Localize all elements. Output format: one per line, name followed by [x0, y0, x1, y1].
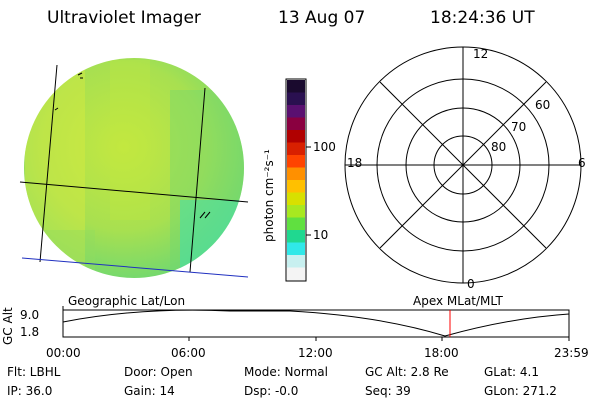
- colorbar-segment: [287, 92, 305, 106]
- status-glon: GLon: 271.2: [484, 384, 557, 398]
- mlt-label-0: 0: [467, 277, 475, 291]
- colorbar-segment: [287, 205, 305, 218]
- colorbar-segment: [287, 180, 305, 193]
- timeline-x-tick: 00:00: [46, 346, 81, 360]
- status-mode: Mode: Normal: [244, 365, 328, 379]
- colorbar-segment: [287, 155, 305, 168]
- status-dsp: Dsp: -0.0: [244, 384, 299, 398]
- timeline-x-tick: 12:00: [298, 346, 333, 360]
- colorbar-unit-label: photon cm⁻²s⁻¹: [262, 149, 276, 242]
- colorbar: [285, 78, 311, 282]
- colorbar-segment: [287, 242, 305, 256]
- status-filter: Flt: LBHL: [7, 365, 61, 379]
- timeline-x-tick: 23:59: [554, 346, 589, 360]
- colorbar-segment: [287, 255, 305, 268]
- mlt-label-12: 12: [473, 47, 489, 61]
- geographic-grid: [19, 64, 249, 278]
- colorbar-segment: [287, 217, 305, 231]
- timeline-y-tick-top: 9.0: [20, 308, 40, 322]
- mlt-label-6: 6: [578, 156, 586, 170]
- status-door: Door: Open: [124, 365, 193, 379]
- apex-label: Apex MLat/MLT: [413, 294, 503, 308]
- geographic-label: Geographic Lat/Lon: [68, 294, 186, 308]
- colorbar-segment: [287, 167, 305, 181]
- date-label: 13 Aug 07: [278, 8, 366, 28]
- instrument-title: Ultraviolet Imager: [47, 8, 201, 28]
- timeline-y-label: GC Alt: [1, 307, 15, 345]
- colorbar-segment: [287, 80, 305, 93]
- status-gc-alt: GC Alt: 2.8 Re: [365, 365, 449, 379]
- timeline-x-tick: 18:00: [424, 346, 459, 360]
- status-glat: GLat: 4.1: [484, 365, 539, 379]
- colorbar-segment: [287, 142, 305, 156]
- colorbar-segment: [287, 130, 305, 143]
- mlt-label-18: 18: [347, 156, 363, 170]
- colorbar-tick-100: 100: [313, 140, 336, 154]
- colorbar-tick-10: 10: [313, 228, 329, 242]
- mlat-label-60: 60: [535, 98, 551, 112]
- colorbar-segment: [287, 117, 305, 131]
- mlat-label-80: 80: [491, 140, 507, 154]
- status-seq: Seq: 39: [365, 384, 411, 398]
- colorbar-segment: [287, 192, 305, 206]
- colorbar-segment: [287, 105, 305, 118]
- status-ip: IP: 36.0: [7, 384, 53, 398]
- altitude-timeline: [62, 306, 570, 341]
- mlat-label-70: 70: [511, 120, 527, 134]
- time-label: 18:24:36 UT: [430, 8, 535, 28]
- timeline-x-tick: 06:00: [171, 346, 206, 360]
- colorbar-segment: [287, 267, 305, 281]
- colorbar-segment: [287, 230, 305, 243]
- status-gain: Gain: 14: [124, 384, 175, 398]
- timeline-y-tick-bottom: 1.8: [20, 325, 40, 339]
- polar-grid: [344, 46, 582, 284]
